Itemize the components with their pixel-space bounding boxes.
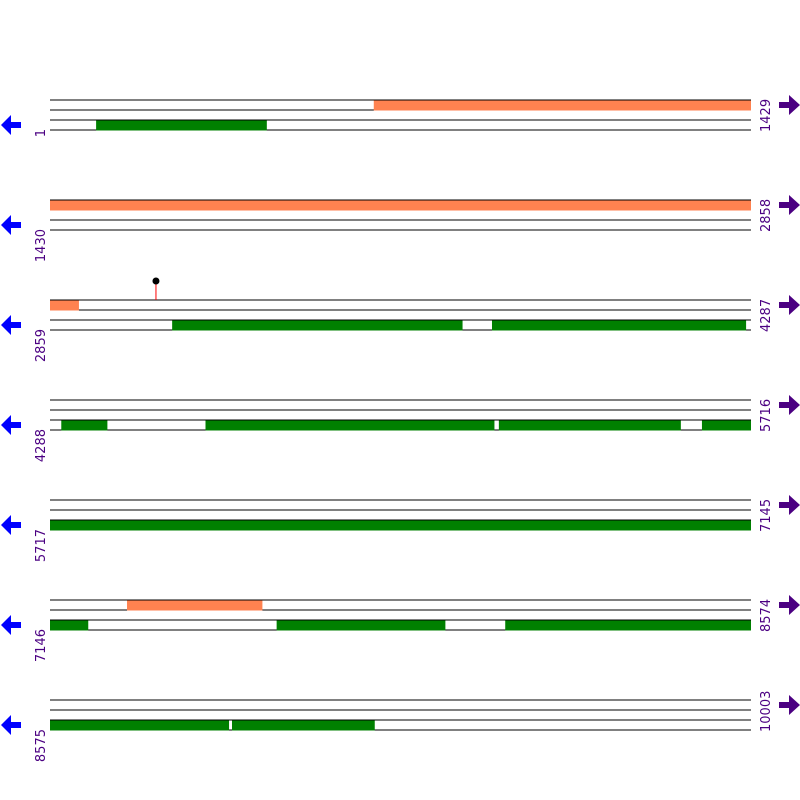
marker-head [152,277,160,285]
reverse-feature-bar [231,720,375,731]
arrow-right-icon [779,95,800,115]
arrow-left-icon [1,715,21,735]
map-row: 7146 8574 [1,595,800,662]
map-row: 1430 2858 [1,195,800,262]
arrow-left-icon [1,315,21,335]
row-start-coordinate: 7146 [34,629,49,662]
arrow-right-icon [779,195,800,215]
reverse-feature-bar [50,720,230,731]
reverse-feature-bar [96,120,267,131]
row-start-coordinate: 2859 [34,329,49,362]
arrow-left-icon [1,115,21,135]
map-row: 2859 4287 [1,277,800,362]
forward-feature-bar [127,600,263,611]
row-end-coordinate: 7145 [759,499,774,532]
arrow-left-icon [1,615,21,635]
arrow-right-icon [779,595,800,615]
row-start-coordinate: 4288 [34,429,49,462]
forward-feature-bar [373,100,751,111]
map-row: 1 1429 [1,95,800,137]
map-row: 5717 7145 [1,495,800,562]
reverse-feature-bar [50,520,751,531]
row-end-coordinate: 5716 [759,399,774,432]
row-start-coordinate: 5717 [34,529,49,562]
map-row: 4288 5716 [1,395,800,462]
row-end-coordinate: 10003 [759,691,774,732]
reverse-feature-bar [50,620,89,631]
row-end-coordinate: 1429 [759,99,774,132]
arrow-left-icon [1,415,21,435]
reverse-feature-bar [276,620,446,631]
map-row: 8575 10003 [1,691,800,762]
reverse-feature-bar [172,320,463,331]
arrow-left-icon [1,515,21,535]
arrow-right-icon [779,695,800,715]
reverse-feature-bar [205,420,495,431]
reverse-feature-bar [491,320,747,331]
arrow-right-icon [779,295,800,315]
row-end-coordinate: 2858 [759,199,774,232]
row-end-coordinate: 4287 [759,299,774,332]
arrow-right-icon [779,395,800,415]
arrow-right-icon [779,495,800,515]
row-start-coordinate: 1 [34,129,49,137]
forward-feature-bar [50,200,751,211]
reverse-feature-bar [701,420,751,431]
reverse-feature-bar [505,620,751,631]
reverse-feature-bar [498,420,681,431]
row-start-coordinate: 8575 [34,729,49,762]
reverse-feature-bar [61,420,108,431]
row-end-coordinate: 8574 [759,599,774,632]
arrow-left-icon [1,215,21,235]
row-start-coordinate: 1430 [34,229,49,262]
forward-feature-bar [50,300,79,311]
